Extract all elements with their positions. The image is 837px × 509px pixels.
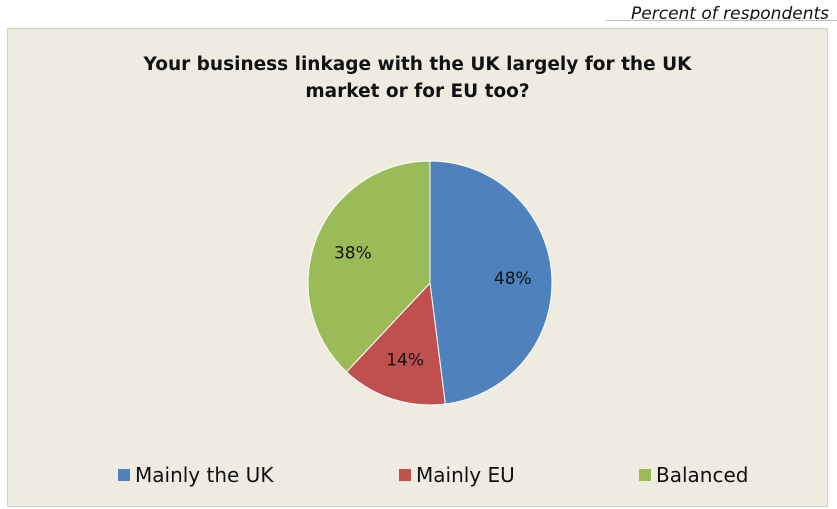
- legend-item-mainly-eu: Mainly EU: [399, 463, 515, 487]
- chart-title-line-1: Your business linkage with the UK largel…: [143, 54, 692, 75]
- pie-chart: 48% 14% 38%: [307, 160, 553, 406]
- pie-slice-mainly-eu: [345, 281, 446, 406]
- percent-of-respondents-note: Percent of respondents: [631, 4, 829, 20]
- legend-swatch-balanced: [639, 469, 651, 481]
- pie-label-mainly-the-uk: 48%: [494, 269, 532, 289]
- chart-title: Your business linkage with the UK largel…: [8, 51, 827, 105]
- chart-title-line-2: market or for EU too?: [305, 81, 530, 102]
- legend-label-balanced: Balanced: [656, 463, 749, 487]
- legend-swatch-mainly-the-uk: [118, 469, 130, 481]
- chart-panel: Your business linkage with the UK largel…: [7, 28, 828, 507]
- legend-item-balanced: Balanced: [639, 463, 748, 487]
- pie-label-balanced: 38%: [334, 243, 372, 263]
- legend-label-mainly-eu: Mainly EU: [416, 463, 515, 487]
- pie-label-mainly-eu: 14%: [386, 351, 424, 371]
- legend: Mainly the UK Mainly EU Balanced: [8, 463, 827, 491]
- legend-item-mainly-the-uk: Mainly the UK: [118, 463, 273, 487]
- pie-slice-balanced: [307, 160, 431, 373]
- legend-label-mainly-the-uk: Mainly the UK: [135, 463, 274, 487]
- pie-slice-mainly-the-uk: [429, 160, 553, 405]
- legend-swatch-mainly-eu: [399, 469, 411, 481]
- top-rule: [606, 20, 837, 21]
